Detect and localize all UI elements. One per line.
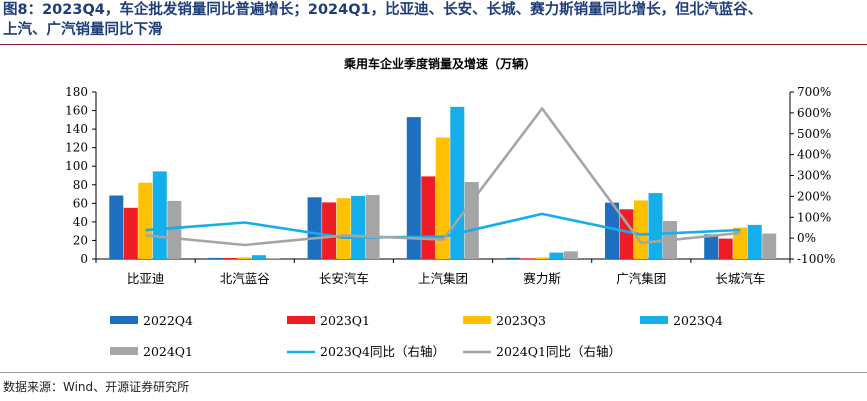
legend-swatch-2023Q4 — [640, 316, 668, 324]
bar-2023Q1 — [718, 238, 733, 259]
left-tick-label: 120 — [65, 141, 88, 155]
left-tick-label: 40 — [73, 215, 88, 229]
top-divider — [0, 44, 867, 45]
legend-swatch-2024Q1 — [110, 347, 138, 355]
bar-2022Q4 — [704, 234, 719, 259]
figure-title: 图8：2023Q4，车企批发销量同比普遍增长；2024Q1，比亚迪、长安、长城、… — [3, 0, 865, 40]
figure-title-line1: 图8：2023Q4，车企批发销量同比普遍增长；2024Q1，比亚迪、长安、长城、… — [3, 2, 763, 18]
bar-2023Q3 — [634, 200, 648, 259]
legend-label-2023Q4: 2023Q4 — [673, 313, 723, 328]
bar-2023Q3 — [237, 257, 252, 259]
bar-2023Q4 — [747, 224, 762, 259]
left-tick-label: 80 — [73, 178, 88, 192]
right-tick-label: 600% — [797, 106, 831, 120]
x-tick-label: 上汽集团 — [418, 271, 468, 286]
legend-label-2022Q4: 2022Q4 — [143, 313, 193, 328]
right-tick-label: 200% — [797, 189, 831, 203]
left-tick-label: 60 — [73, 196, 88, 210]
right-tick-label: 700% — [797, 85, 831, 99]
line-2024Q1同比（右轴） — [145, 107, 741, 247]
bar-2022Q4 — [307, 197, 322, 259]
legend-swatch-2023Q3 — [463, 316, 491, 324]
left-tick-label: 180 — [65, 85, 88, 99]
legend-swatch-2022Q4 — [110, 316, 138, 324]
bar-2024Q1 — [167, 200, 182, 259]
bar-2023Q3 — [733, 227, 748, 259]
legend-swatch-2023Q1 — [287, 316, 315, 324]
x-tick-label: 长城汽车 — [715, 271, 765, 286]
bar-2023Q4 — [152, 171, 167, 259]
legend-label-2024Q1: 2024Q1 — [143, 344, 193, 359]
bar-2023Q3 — [336, 198, 351, 259]
bar-2024Q1 — [762, 233, 777, 259]
legend-label-2023Q1: 2023Q1 — [320, 313, 370, 328]
legend-label-2024Q1同比（右轴）: 2024Q1同比（右轴） — [496, 344, 621, 359]
bar-2023Q4 — [351, 195, 366, 259]
bar-2023Q4 — [450, 106, 465, 259]
source-note: 数据来源：Wind、开源证券研究所 — [3, 380, 190, 394]
line-2023Q4同比（右轴） — [145, 212, 741, 239]
bar-2022Q4 — [505, 257, 520, 259]
bar-2023Q3 — [138, 182, 153, 259]
left-tick-label: 140 — [65, 122, 88, 136]
bar-2022Q4 — [109, 195, 124, 259]
bottom-divider — [0, 372, 867, 373]
bar-2023Q1 — [421, 176, 436, 259]
legend-label-2023Q3: 2023Q3 — [496, 313, 546, 328]
right-tick-label: -100% — [797, 252, 835, 266]
bar-2023Q4 — [252, 255, 266, 259]
chart-title: 乘用车企业季度销量及增速（万辆） — [343, 56, 536, 71]
right-tick-label: 300% — [797, 169, 831, 183]
figure-title-line2: 上汽、广汽销量同比下滑 — [3, 22, 163, 38]
bar-2022Q4 — [406, 117, 421, 259]
bar-2023Q3 — [435, 137, 450, 259]
x-tick-label: 长安汽车 — [319, 271, 369, 286]
x-tick-label: 北汽蓝谷 — [220, 271, 271, 286]
bar-2023Q3 — [534, 257, 549, 259]
bar-2023Q1 — [520, 258, 535, 260]
bar-2023Q1 — [322, 202, 337, 259]
bar-2022Q4 — [208, 257, 223, 259]
bar-2023Q4 — [648, 193, 663, 259]
bar-2024Q1 — [266, 258, 281, 259]
x-tick-label: 赛力斯 — [523, 271, 561, 286]
bar-2023Q1 — [123, 207, 138, 259]
bar-2023Q1 — [223, 258, 237, 259]
bar-2023Q1 — [619, 209, 634, 259]
x-tick-label: 比亚迪 — [127, 271, 165, 286]
left-tick-label: 0 — [80, 252, 88, 266]
bar-2022Q4 — [605, 202, 619, 259]
right-tick-label: 100% — [797, 210, 831, 224]
right-tick-label: 500% — [797, 127, 831, 141]
left-tick-label: 100 — [65, 159, 88, 173]
bar-2024Q1 — [563, 251, 578, 259]
bar-2024Q1 — [365, 195, 380, 259]
bar-2023Q4 — [549, 252, 564, 259]
right-tick-label: 400% — [797, 148, 831, 162]
sales-chart: 乘用车企业季度销量及增速（万辆） 0 20 40 60 80 100 120 140 160 18… — [65, 56, 835, 359]
left-tick-label: 20 — [73, 233, 88, 247]
left-tick-label: 160 — [65, 104, 88, 118]
bar-2024Q1 — [464, 182, 479, 259]
right-tick-label: 0% — [797, 231, 816, 245]
legend-label-2023Q4同比（右轴）: 2023Q4同比（右轴） — [320, 344, 445, 359]
x-tick-label: 广汽集团 — [616, 271, 666, 286]
